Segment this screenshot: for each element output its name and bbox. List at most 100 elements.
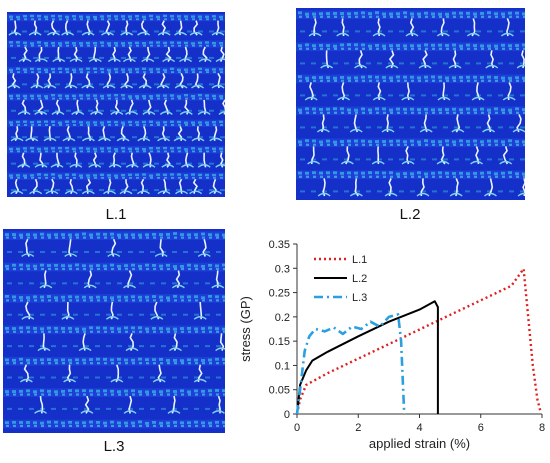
fiber-dash bbox=[194, 233, 198, 237]
fiber-dash bbox=[145, 263, 149, 267]
crack-branch bbox=[516, 64, 525, 69]
fiber-dash bbox=[146, 362, 149, 365]
fiber-dash bbox=[466, 107, 470, 111]
fiber-dash bbox=[128, 68, 132, 71]
crack-branch bbox=[512, 128, 525, 133]
fiber-dash bbox=[159, 327, 163, 330]
fiber-dash bbox=[198, 121, 202, 124]
fiber-dash bbox=[172, 282, 177, 285]
fiber-dash bbox=[139, 330, 142, 333]
fiber-dash bbox=[198, 41, 202, 44]
fiber-dash bbox=[389, 171, 393, 175]
fiber-dash bbox=[515, 76, 519, 80]
fiber-dash bbox=[411, 79, 414, 82]
fiber-dash bbox=[202, 299, 205, 302]
fiber-dash bbox=[178, 44, 181, 47]
crack-branch bbox=[21, 253, 35, 258]
crack-branch bbox=[81, 84, 95, 89]
fiber-dash bbox=[366, 30, 371, 33]
fiber-dash bbox=[95, 407, 100, 410]
fiber-dash bbox=[164, 71, 167, 74]
fiber-dash bbox=[37, 147, 41, 151]
fiber-dash bbox=[306, 15, 309, 18]
fiber-dash bbox=[327, 15, 330, 18]
fiber-dash bbox=[31, 18, 34, 21]
fiber-dash bbox=[139, 345, 144, 348]
crack-branch bbox=[167, 410, 181, 414]
fiber-dash bbox=[40, 263, 44, 267]
fiber-dash bbox=[208, 421, 212, 425]
fiber-dash bbox=[170, 67, 174, 71]
fiber-dash bbox=[161, 407, 166, 410]
fiber-dash bbox=[216, 424, 219, 428]
fiber-dash bbox=[215, 233, 219, 237]
fiber-dash bbox=[160, 267, 163, 271]
fiber-dash bbox=[165, 56, 170, 59]
fiber-dash bbox=[118, 299, 121, 302]
fiber-dash bbox=[76, 236, 79, 239]
fiber-dash bbox=[48, 267, 51, 271]
fiber-dash bbox=[111, 393, 114, 396]
fiber-dash bbox=[487, 158, 492, 161]
y-tick-label: 0.3 bbox=[275, 263, 290, 275]
fiber-dash bbox=[19, 357, 23, 361]
fiber-dash bbox=[390, 143, 393, 146]
fiber-dash bbox=[333, 30, 338, 33]
fiber-dash bbox=[96, 295, 100, 299]
fiber-dash bbox=[333, 76, 337, 80]
fiber-dash bbox=[313, 175, 316, 178]
fiber-dash bbox=[68, 358, 72, 362]
fiber-dash bbox=[212, 41, 216, 45]
fiber-dash bbox=[45, 97, 48, 100]
fiber-dash bbox=[160, 362, 163, 365]
fiber-dash bbox=[66, 18, 69, 21]
fiber-dash bbox=[397, 47, 400, 50]
fiber-dash bbox=[388, 30, 393, 33]
fiber-dash bbox=[111, 236, 114, 239]
fiber-dash bbox=[205, 173, 209, 177]
fiber-dash bbox=[12, 358, 16, 362]
fiber-dash bbox=[110, 56, 115, 59]
fiber-dash bbox=[501, 171, 505, 175]
fiber-dash bbox=[498, 30, 503, 33]
fiber-dash bbox=[93, 121, 97, 124]
fiber-dash bbox=[29, 282, 34, 285]
image-background bbox=[296, 8, 525, 200]
fiber-dash bbox=[150, 282, 155, 285]
fiber-dash bbox=[61, 233, 65, 237]
fiber-dash bbox=[33, 295, 37, 299]
fiber-dash bbox=[26, 264, 30, 268]
fiber-dash bbox=[487, 62, 492, 65]
fiber-dash bbox=[509, 15, 512, 18]
fiber-dash bbox=[69, 267, 72, 271]
fiber-dash bbox=[465, 126, 470, 129]
fiber-dash bbox=[438, 140, 442, 144]
fiber-dash bbox=[107, 68, 111, 72]
fiber-dash bbox=[128, 147, 132, 151]
fiber-dash bbox=[117, 250, 122, 253]
crack-branch bbox=[69, 164, 83, 168]
fiber-dash bbox=[319, 107, 323, 111]
fiber-dash bbox=[432, 111, 435, 114]
fiber-dash bbox=[131, 233, 135, 237]
fiber-dash bbox=[9, 174, 13, 177]
fiber-dash bbox=[107, 147, 111, 150]
fiber-dash bbox=[66, 44, 69, 47]
fiber-dash bbox=[128, 282, 133, 285]
fiber-dash bbox=[219, 15, 223, 19]
fiber-dash bbox=[206, 18, 209, 21]
fiber-dash bbox=[188, 424, 191, 428]
fiber-dash bbox=[333, 94, 338, 97]
fiber-dash bbox=[180, 233, 184, 237]
fiber-dash bbox=[125, 267, 128, 271]
fiber-dash bbox=[121, 42, 125, 45]
fiber-dash bbox=[68, 326, 72, 330]
fiber-dash bbox=[48, 424, 51, 428]
crack-branch bbox=[107, 253, 121, 258]
fiber-dash bbox=[460, 175, 463, 178]
fiber-dash bbox=[417, 108, 421, 112]
fiber-dash bbox=[7, 250, 12, 253]
fiber-band bbox=[296, 138, 525, 148]
fiber-dash bbox=[209, 393, 212, 396]
fiber-dash bbox=[72, 120, 76, 123]
